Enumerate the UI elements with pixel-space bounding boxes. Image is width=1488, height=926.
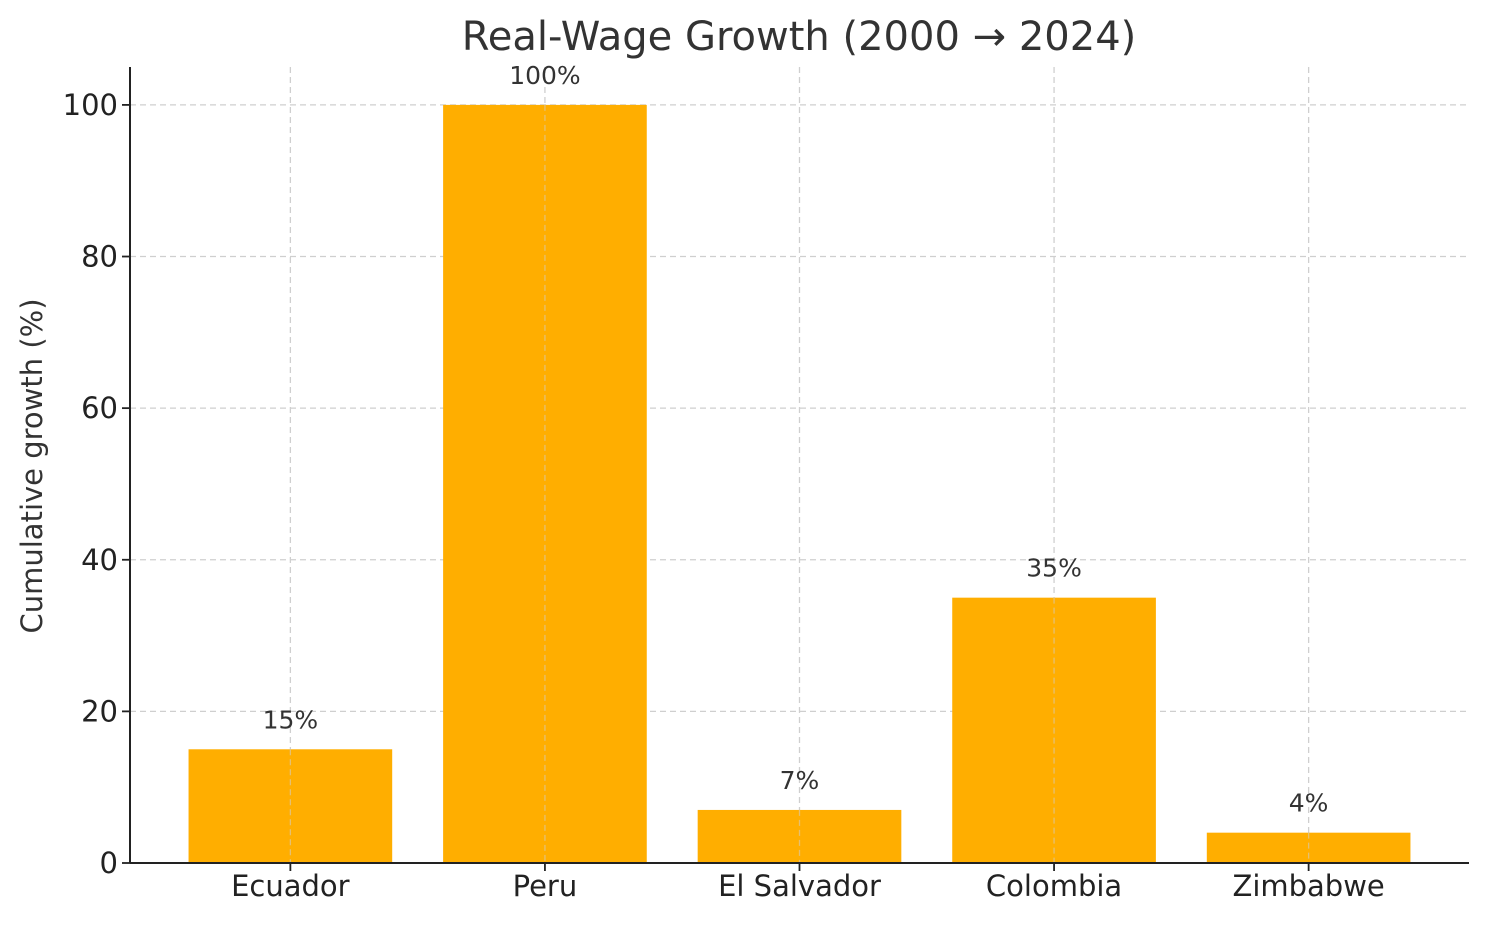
bar-data-label-3: 35% — [1026, 554, 1082, 583]
y-tick-label-3: 60 — [81, 391, 118, 425]
y-tick-label-4: 80 — [81, 240, 118, 274]
y-tick-label-0: 0 — [100, 846, 118, 880]
x-tick-label-3: Colombia — [986, 869, 1122, 903]
x-tick-label-1: Peru — [513, 869, 578, 903]
x-tick-label-0: Ecuador — [231, 869, 350, 903]
bar-data-label-1: 100% — [509, 61, 580, 90]
axes — [122, 67, 1469, 871]
y-tick-label-5: 100 — [63, 88, 118, 122]
y-axis-label: Cumulative growth (%) — [15, 298, 49, 633]
labels: 0 20 40 60 80 100 Ecuador Peru El Salvador Colomb… — [63, 61, 1385, 903]
x-tick-label-2: El Salvador — [718, 869, 881, 903]
bars — [188, 104, 1411, 863]
bar-data-label-4: 4% — [1289, 789, 1329, 818]
x-tick-label-4: Zimbabwe — [1232, 869, 1384, 903]
y-tick-label-2: 40 — [81, 543, 118, 577]
chart-title: Real-Wage Growth (2000 → 2024) — [462, 14, 1137, 60]
bar-data-label-0: 15% — [263, 705, 319, 734]
y-tick-label-1: 20 — [81, 694, 118, 728]
bar-0 — [188, 749, 393, 863]
grid-lines — [130, 67, 1469, 864]
bar-data-label-2: 7% — [780, 766, 820, 795]
